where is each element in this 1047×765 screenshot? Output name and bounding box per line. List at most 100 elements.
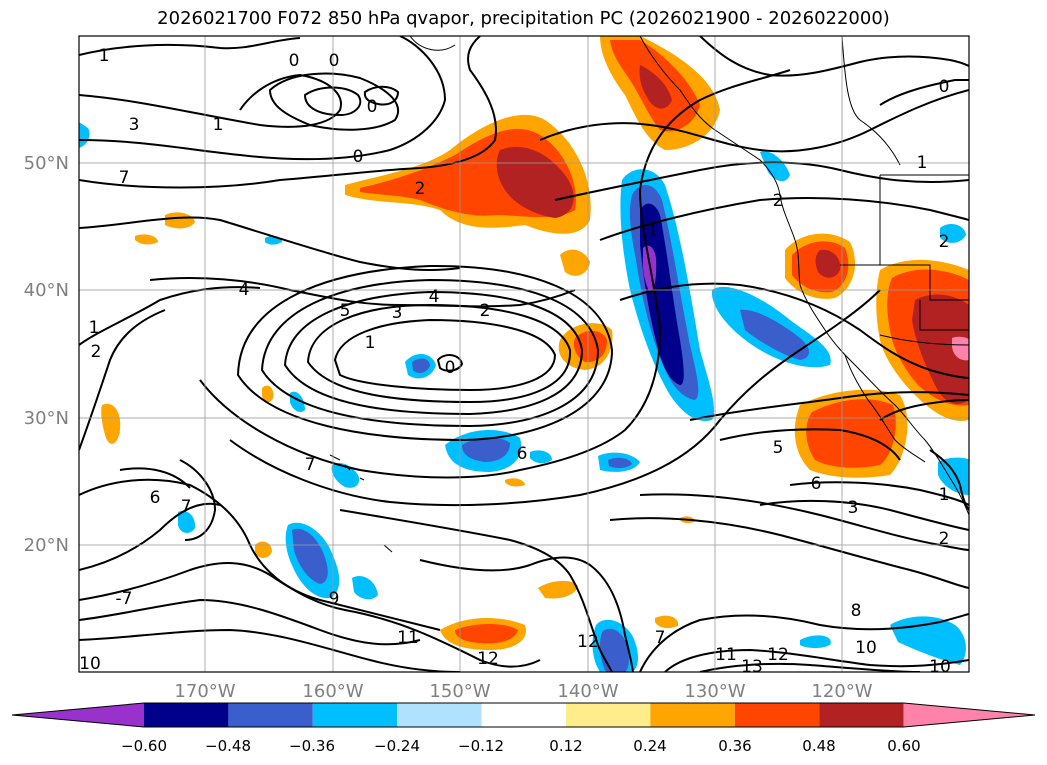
contour-label: 3 — [129, 115, 140, 135]
contour-label: 6 — [517, 444, 528, 464]
precip-fill — [938, 457, 969, 495]
contour-label: 7 — [305, 455, 316, 475]
contour-line — [237, 264, 613, 441]
contour-label: 6 — [150, 488, 161, 508]
precip-fill — [599, 628, 629, 672]
coastlines — [329, 36, 969, 553]
precip-fill — [806, 399, 896, 468]
contour-label: 1 — [99, 46, 110, 66]
map-frame — [78, 35, 970, 673]
colorbar-segment — [903, 703, 1035, 727]
contour-line — [149, 277, 576, 308]
precip-fill — [178, 510, 196, 534]
contour-line — [789, 481, 969, 506]
contour-line — [261, 279, 599, 427]
colorbar-segment — [481, 703, 566, 727]
contour-label: 11 — [397, 628, 419, 648]
contour-line — [334, 319, 556, 391]
contour-label: 7 — [655, 628, 666, 648]
contour-line — [437, 354, 463, 372]
precip-fill — [530, 450, 552, 464]
lon-label: 160°W — [302, 681, 363, 702]
contour-line — [199, 69, 791, 479]
contour-label: 12 — [577, 632, 599, 652]
colorbar-tick-label: 0.36 — [718, 737, 751, 755]
contour-line — [79, 74, 342, 128]
contour-label: 13 — [741, 657, 763, 677]
contour-label: 4 — [429, 287, 440, 307]
contour-label: 9 — [329, 589, 340, 609]
precip-fill — [760, 151, 790, 182]
contour-line — [419, 556, 634, 672]
contour-line — [699, 662, 921, 672]
precip-fill — [505, 478, 525, 487]
gridlines — [79, 36, 969, 672]
precip-fill — [940, 224, 966, 243]
contour-label: 0 — [353, 147, 364, 167]
contour-label: 7 — [119, 168, 130, 188]
contour-line — [79, 309, 166, 451]
lon-label: 140°W — [557, 681, 618, 702]
colorbar-segment — [312, 703, 398, 727]
contour-label: 5 — [773, 438, 784, 458]
map-title: 2026021700 F072 850 hPa qvapor, precipit… — [157, 8, 890, 29]
precip-fill — [639, 65, 672, 109]
coastline — [844, 354, 926, 463]
colorbar-tick-label: −0.24 — [374, 737, 420, 755]
colorbar-segment — [650, 703, 735, 727]
precip-fill — [292, 528, 328, 584]
precip-fill — [740, 309, 809, 360]
colorbar-tick-label: −0.60 — [121, 737, 167, 755]
precip-fill — [101, 403, 121, 444]
colorbar-segments — [11, 702, 1036, 728]
precip-fill — [352, 575, 378, 600]
contour-label: 2 — [939, 529, 950, 549]
contour-label: 11 — [715, 645, 737, 665]
colorbar-segment — [12, 703, 144, 727]
colorbar-segment — [397, 703, 482, 727]
contour-line — [929, 449, 969, 511]
contour-line — [284, 291, 583, 415]
contour-line — [619, 282, 969, 379]
precip-fill — [455, 624, 518, 644]
state-border — [919, 300, 969, 331]
colorbar-tick-label: 0.12 — [549, 737, 582, 755]
precip-fill — [255, 541, 272, 558]
contour-label: 2 — [480, 301, 491, 321]
contour-label: 1 — [648, 221, 659, 241]
contour-line — [79, 599, 421, 646]
precip-fill — [262, 385, 274, 403]
colorbar-tick-label: 0.60 — [887, 737, 920, 755]
contour-line — [639, 613, 969, 672]
colorbar-segment — [566, 703, 651, 727]
lat-label: 40°N — [24, 280, 69, 301]
lat-label: 30°N — [24, 408, 69, 429]
contour-label: 7 — [181, 497, 192, 517]
contour-label: 5 — [340, 301, 351, 321]
contour-label: 2 — [415, 179, 426, 199]
colorbar-segment — [734, 703, 820, 727]
precip-fill — [135, 234, 158, 245]
lon-label: 130°W — [684, 681, 745, 702]
contour-line — [539, 89, 969, 153]
precip-fill — [165, 212, 195, 229]
precip-fill — [800, 635, 831, 649]
contour-line — [79, 37, 301, 56]
contour-label: 8 — [851, 601, 862, 621]
latitude-labels: 50°N 40°N 30°N 20°N — [24, 153, 69, 556]
contour-line — [79, 36, 497, 189]
contour-label: 10 — [929, 657, 951, 677]
island — [409, 36, 456, 51]
lon-label: 120°W — [811, 681, 872, 702]
colorbar-tick-label: 0.48 — [802, 737, 835, 755]
colorbar: −0.60 −0.48 −0.36 −0.24 −0.12 0.12 0.24 … — [11, 702, 1036, 755]
state-border — [841, 36, 901, 166]
contour-line — [639, 493, 969, 551]
lon-label: 150°W — [429, 681, 490, 702]
colorbar-segment — [228, 703, 313, 727]
contour-line — [339, 509, 613, 672]
precip-fill — [655, 615, 679, 629]
contour-label: 0 — [289, 51, 300, 71]
contour-line — [304, 86, 362, 116]
contour-label: 2 — [773, 191, 784, 211]
